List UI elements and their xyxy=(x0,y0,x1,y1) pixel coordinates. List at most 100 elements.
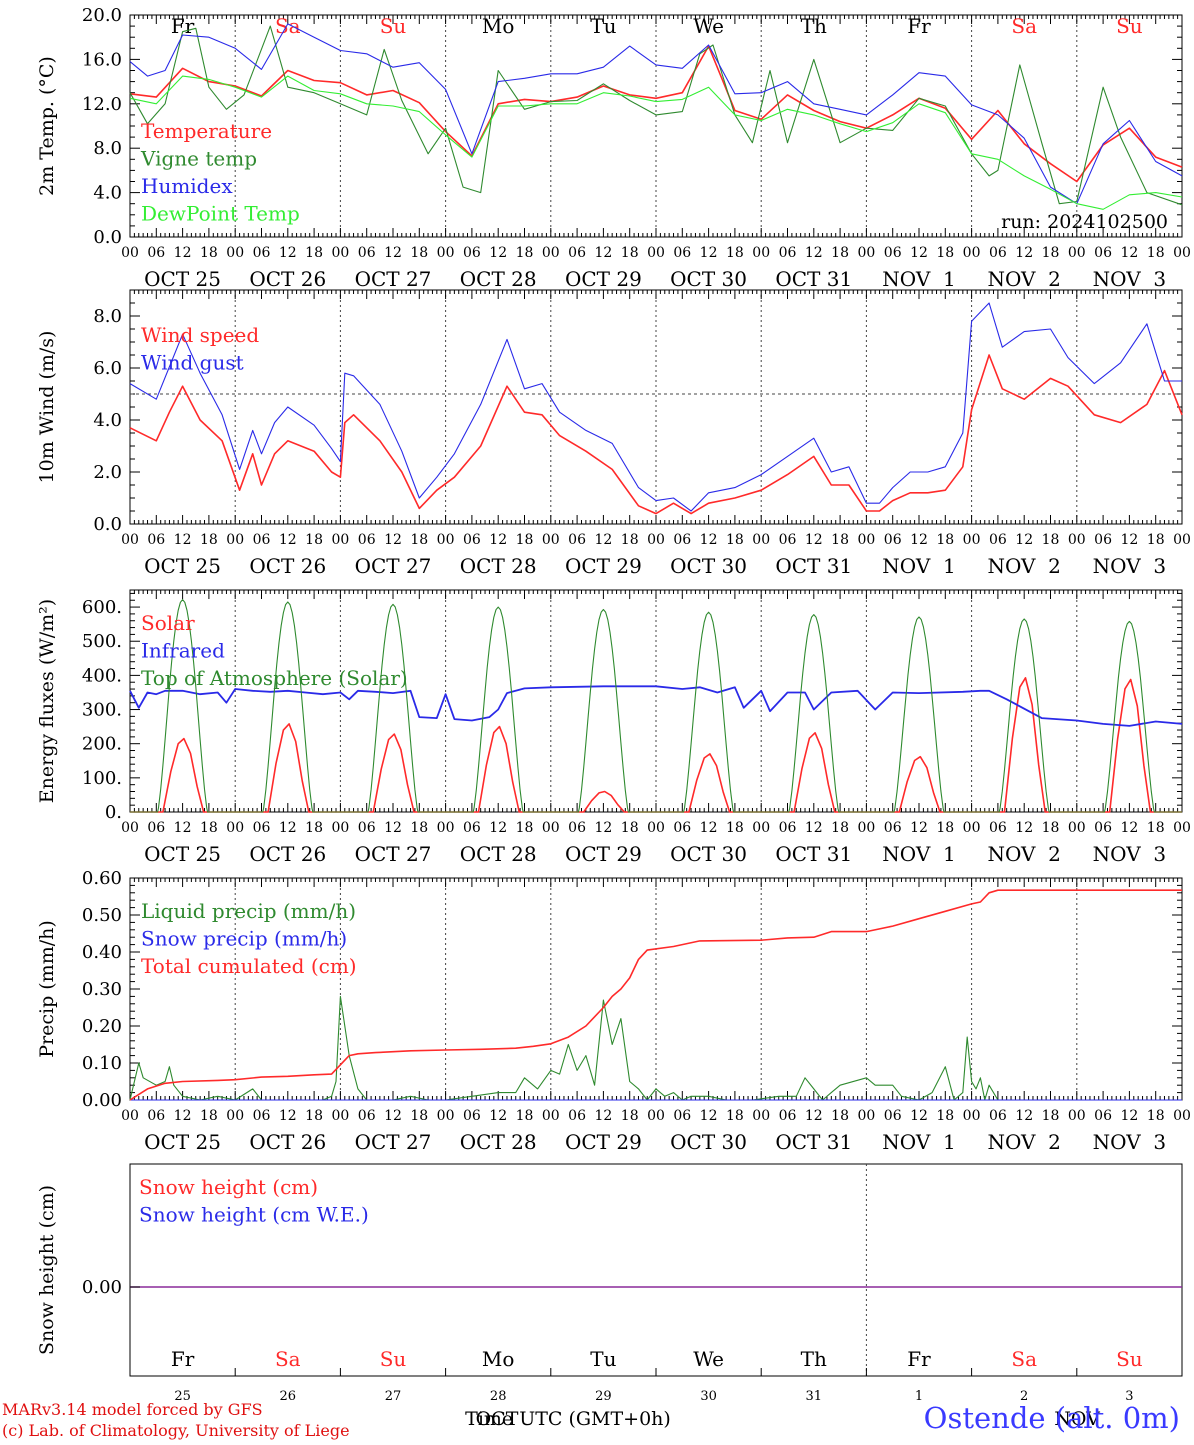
hour-tick-label: 12 xyxy=(805,820,823,836)
hour-tick-label: 12 xyxy=(489,532,507,548)
hour-tick-label: 00 xyxy=(331,532,349,548)
date-label: NOV 3 xyxy=(1093,554,1166,578)
y-tick-label: 0.60 xyxy=(82,868,122,889)
hour-tick-label: 00 xyxy=(542,1108,560,1124)
hour-tick-label: 06 xyxy=(1094,245,1112,261)
legend-entry: Liquid precip (mm/h) xyxy=(141,899,356,923)
date-label: OCT 27 xyxy=(355,554,432,578)
hour-tick-label: 18 xyxy=(726,532,744,548)
hour-tick-label: 18 xyxy=(936,1108,954,1124)
hour-tick-label: 12 xyxy=(279,532,297,548)
hour-tick-label: 12 xyxy=(594,245,612,261)
hour-tick-label: 12 xyxy=(594,820,612,836)
series-line-top-of-atmosphere-solar- xyxy=(130,599,1182,813)
hour-tick-label: 12 xyxy=(384,532,402,548)
series-line-total-cumulated-cm- xyxy=(129,889,1182,1101)
hour-tick-label: 18 xyxy=(305,1108,323,1124)
day-number-label: 25 xyxy=(174,1389,191,1404)
y-tick-label: 4.0 xyxy=(93,183,122,204)
hour-tick-label: 00 xyxy=(121,532,139,548)
hour-tick-label: 00 xyxy=(437,532,455,548)
date-label: OCT 31 xyxy=(775,1130,852,1154)
hour-tick-label: 18 xyxy=(410,532,428,548)
hour-tick-label: 18 xyxy=(726,245,744,261)
weekday-label: We xyxy=(693,1347,724,1371)
hour-tick-label: 18 xyxy=(410,1108,428,1124)
hour-tick-label: 00 xyxy=(542,532,560,548)
hour-tick-label: 06 xyxy=(463,532,481,548)
hour-tick-label: 00 xyxy=(226,532,244,548)
hour-tick-label: 06 xyxy=(358,245,376,261)
hour-tick-label: 18 xyxy=(200,532,218,548)
y-tick-label: 0.0 xyxy=(93,227,122,248)
date-label: NOV 1 xyxy=(882,842,955,866)
hour-tick-label: 12 xyxy=(384,820,402,836)
day-number-label: 26 xyxy=(280,1389,297,1404)
series-line-wind-speed xyxy=(129,354,1183,515)
hour-tick-label: 00 xyxy=(542,820,560,836)
series-line-humidex xyxy=(129,23,1183,205)
weekday-label: Tu xyxy=(590,14,616,38)
date-label: OCT 28 xyxy=(460,842,537,866)
hour-tick-label: 00 xyxy=(963,820,981,836)
date-label: NOV 1 xyxy=(882,267,955,291)
y-tick-label: 0.30 xyxy=(82,979,122,1000)
hour-tick-label: 18 xyxy=(1042,532,1060,548)
hour-tick-label: 06 xyxy=(673,1108,691,1124)
date-label: OCT 26 xyxy=(249,842,326,866)
hour-tick-label: 06 xyxy=(989,1108,1007,1124)
hour-tick-label: 18 xyxy=(831,532,849,548)
hour-tick-label: 12 xyxy=(489,820,507,836)
hour-tick-label: 18 xyxy=(516,245,534,261)
hour-tick-label: 06 xyxy=(568,245,586,261)
hour-tick-label: 18 xyxy=(726,820,744,836)
hour-tick-label: 18 xyxy=(936,245,954,261)
hour-tick-label: 18 xyxy=(831,820,849,836)
hour-tick-label: 18 xyxy=(831,245,849,261)
y-tick-label: 400. xyxy=(82,665,122,686)
date-label: NOV 1 xyxy=(882,1130,955,1154)
hour-tick-label: 18 xyxy=(200,245,218,261)
legend-entry: Solar xyxy=(141,611,195,635)
hour-tick-label: 12 xyxy=(1120,245,1138,261)
hour-tick-label: 18 xyxy=(200,1108,218,1124)
hour-tick-label: 06 xyxy=(253,532,271,548)
hour-tick-label: 00 xyxy=(647,1108,665,1124)
hour-tick-label: 00 xyxy=(1068,820,1086,836)
y-tick-label: 600. xyxy=(82,597,122,618)
weekday-label: Fr xyxy=(171,1347,195,1371)
hour-tick-label: 00 xyxy=(1173,245,1191,261)
hour-tick-label: 00 xyxy=(1173,820,1191,836)
hour-tick-label: 12 xyxy=(384,1108,402,1124)
hour-tick-label: 00 xyxy=(542,245,560,261)
hour-tick-label: 18 xyxy=(410,820,428,836)
date-label: NOV 3 xyxy=(1093,267,1166,291)
hour-tick-label: 00 xyxy=(1068,532,1086,548)
hour-tick-label: 12 xyxy=(1015,820,1033,836)
hour-tick-label: 00 xyxy=(857,245,875,261)
hour-tick-label: 06 xyxy=(779,245,797,261)
weekday-label: Su xyxy=(380,1347,407,1371)
y-axis-label: Snow height (cm) xyxy=(36,1185,58,1355)
hour-tick-label: 18 xyxy=(200,820,218,836)
footer-layer: MARv3.14 model forced by GFS (c) Lab. of… xyxy=(2,1400,1180,1440)
day-number-label: 28 xyxy=(490,1389,507,1404)
footer-model-line: MARv3.14 model forced by GFS xyxy=(2,1400,263,1419)
day-number-label: 31 xyxy=(806,1389,823,1404)
date-label: NOV 2 xyxy=(987,1130,1060,1154)
date-label: OCT 26 xyxy=(249,267,326,291)
hour-tick-label: 00 xyxy=(963,532,981,548)
series-line-vigne-temp xyxy=(129,25,1183,206)
hour-tick-label: 06 xyxy=(884,820,902,836)
hour-tick-label: 06 xyxy=(673,820,691,836)
hour-tick-label: 12 xyxy=(805,532,823,548)
y-tick-label: 0.00 xyxy=(82,1277,122,1298)
hour-tick-label: 12 xyxy=(910,1108,928,1124)
hour-tick-label: 00 xyxy=(226,1108,244,1124)
hour-tick-label: 12 xyxy=(279,1108,297,1124)
hour-tick-label: 18 xyxy=(1042,820,1060,836)
panel-energy: 00 06 12 18 00 06 12 18 00 06 12 18 00 06 12 18 00 06 12 18… xyxy=(36,589,1191,866)
hour-tick-label: 12 xyxy=(174,1108,192,1124)
hour-tick-label: 00 xyxy=(752,245,770,261)
